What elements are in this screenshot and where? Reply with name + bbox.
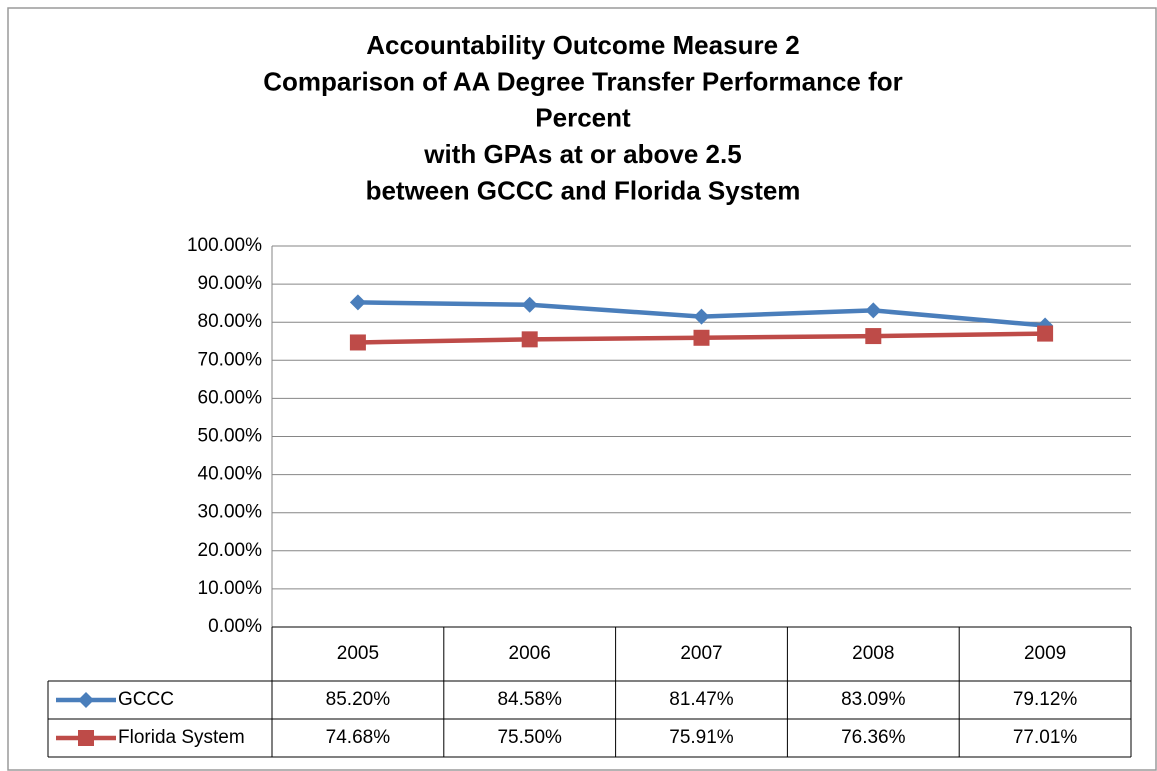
chart-title: with GPAs at or above 2.5 <box>423 139 741 169</box>
table-value: 83.09% <box>841 689 906 710</box>
chart-title: Percent <box>535 103 631 133</box>
chart-title: Comparison of AA Degree Transfer Perform… <box>263 66 903 96</box>
data-point <box>693 308 710 325</box>
x-tick-label: 2008 <box>852 643 894 664</box>
table-value: 79.12% <box>1013 689 1078 710</box>
y-tick-label: 70.00% <box>198 349 263 370</box>
table-value: 74.68% <box>326 727 391 748</box>
y-tick-label: 0.00% <box>208 616 262 637</box>
y-tick-label: 50.00% <box>198 426 263 447</box>
data-point <box>693 329 710 346</box>
legend-label: Florida System <box>118 727 245 748</box>
y-tick-label: 20.00% <box>198 540 263 561</box>
data-point <box>349 334 366 351</box>
x-tick-label: 2009 <box>1024 643 1066 664</box>
table-value: 77.01% <box>1013 727 1078 748</box>
y-tick-label: 10.00% <box>198 578 263 599</box>
data-point <box>521 296 538 313</box>
x-tick-label: 2006 <box>509 643 551 664</box>
legend-marker <box>78 692 94 708</box>
data-point <box>521 331 538 348</box>
table-value: 75.91% <box>669 727 734 748</box>
x-tick-label: 2007 <box>680 643 722 664</box>
table-value: 76.36% <box>841 727 906 748</box>
y-tick-label: 80.00% <box>198 311 263 332</box>
data-point <box>1037 325 1054 342</box>
data-point <box>349 294 366 311</box>
data-point <box>865 302 882 319</box>
y-tick-label: 100.00% <box>187 235 262 256</box>
table-value: 75.50% <box>497 727 562 748</box>
y-tick-label: 40.00% <box>198 464 263 485</box>
table-value: 85.20% <box>326 689 391 710</box>
y-tick-label: 60.00% <box>198 387 263 408</box>
data-point <box>865 328 882 345</box>
legend-label: GCCC <box>118 689 174 710</box>
y-tick-label: 90.00% <box>198 273 263 294</box>
y-tick-label: 30.00% <box>198 502 263 523</box>
chart-title: between GCCC and Florida System <box>366 175 801 205</box>
table-value: 81.47% <box>669 689 734 710</box>
chart-title: Accountability Outcome Measure 2 <box>366 30 799 60</box>
chart-frame <box>7 7 1157 771</box>
table-value: 84.58% <box>497 689 562 710</box>
legend-marker <box>78 730 94 746</box>
x-tick-label: 2005 <box>337 643 379 664</box>
